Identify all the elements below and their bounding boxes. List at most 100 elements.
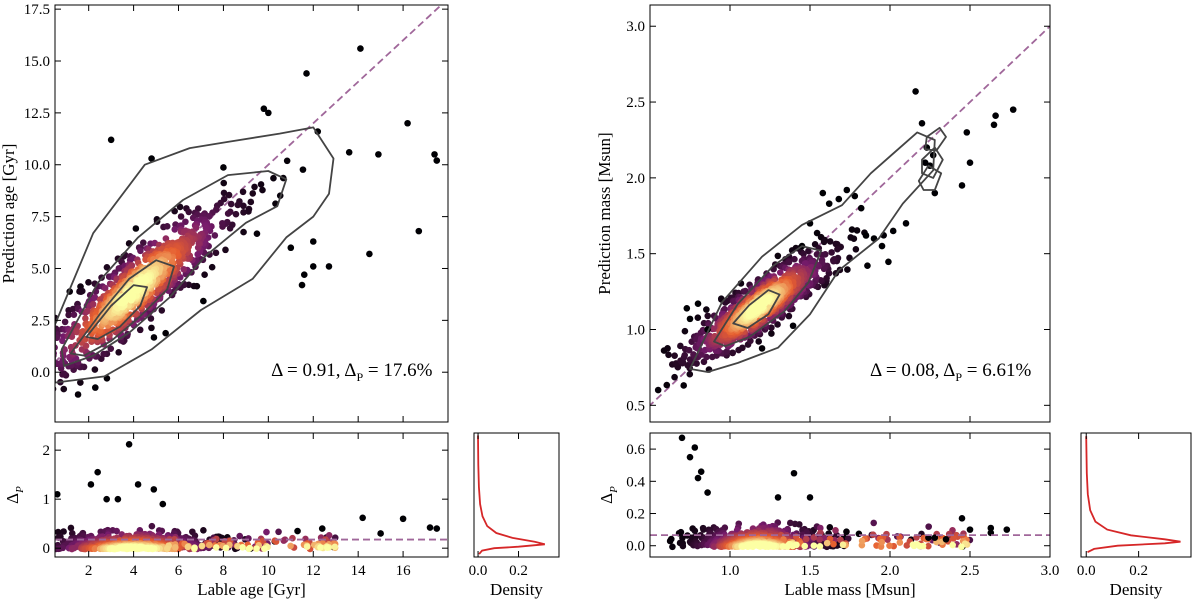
mass-main-point (729, 349, 736, 357)
mass-residual-outlier-point (790, 469, 798, 477)
mass-main-point (681, 351, 689, 359)
age-main-ytick-label: 10.0 (24, 158, 50, 174)
age-main-point (48, 340, 55, 347)
age-main-point (100, 350, 107, 358)
age-residual-frame (54, 432, 449, 558)
mass-main-point (698, 351, 705, 358)
mass-main-point (774, 252, 782, 260)
age-main-ytick-label: 0.0 (31, 365, 50, 381)
age-residual-outlier-point (125, 440, 133, 448)
age-residual-point (317, 544, 324, 551)
age-residual-point (37, 533, 44, 540)
mass-residual-point (870, 519, 878, 527)
mass-main-point (834, 245, 841, 253)
age-residual-ylabel: ΔP (3, 486, 26, 504)
mass-residual-ytick-label: 0.6 (626, 442, 645, 458)
age-main-point (251, 183, 258, 191)
age-main-point (163, 223, 171, 230)
age-main-point (234, 201, 242, 209)
mass-residual-xtick-label: 2.5 (961, 563, 980, 579)
mass-residual-point (950, 535, 957, 542)
age-residual-point (144, 545, 152, 553)
mass-main-point (830, 256, 837, 264)
mass-residual-point (909, 541, 917, 549)
age-residual-point (198, 542, 206, 550)
mass-residual-point (786, 519, 794, 527)
age-residual-xtick-label: 10 (261, 563, 276, 579)
mass-residual-point (830, 540, 837, 548)
mass-main-point (704, 312, 712, 320)
age-main-point (23, 343, 30, 350)
mass-residual-outlier-point (958, 515, 966, 522)
mass-main-annotation: Δ = 0.08, ΔP = 6.61% (870, 360, 1031, 384)
age-main-point (176, 203, 184, 211)
age-residual-point (5, 543, 12, 550)
age-residual-point (331, 543, 339, 551)
age-residual-point (133, 545, 141, 553)
mass-main-outlier-point (694, 300, 702, 308)
age-main-point (190, 282, 198, 290)
mass-residual-point (823, 539, 831, 547)
age-main-point (25, 395, 32, 402)
age-main-point (70, 311, 78, 318)
mass-main-point (758, 345, 766, 352)
age-main-point (59, 337, 66, 345)
age-main-panel (23, 5, 443, 408)
age-residual-outlier-point (159, 500, 167, 508)
age-main-outlier-point (404, 119, 411, 127)
mass-residual-ytick-label: 0.4 (626, 474, 645, 490)
age-residual-ytick-label: 0 (43, 541, 51, 557)
age-main-point (77, 379, 84, 386)
age-residual-panel (5, 440, 448, 553)
age-main-outlier-point (325, 263, 333, 270)
mass-residual-ytick-label: 0.0 (626, 539, 645, 555)
age-main-point (91, 384, 99, 391)
mass-main-point (664, 345, 671, 352)
age-main-point (208, 263, 216, 271)
age-main-point (206, 212, 213, 220)
age-main-point (55, 334, 61, 342)
age-residual-xtick-label: 6 (175, 563, 183, 579)
mass-residual-point (817, 524, 824, 532)
age-density-frame (473, 432, 560, 558)
age-main-ytick-label: 5.0 (31, 261, 50, 277)
age-residual-xlabel: Lable age [Gyr] (197, 580, 306, 599)
age-main-point (180, 265, 188, 273)
mass-main-outlier-point (963, 129, 971, 136)
age-residual-point (68, 530, 76, 537)
age-main-point (89, 300, 97, 308)
mass-residual-point (958, 543, 965, 551)
mass-residual-outlier-point (931, 534, 939, 541)
age-residual-point (323, 544, 331, 551)
mass-main-outlier-point (958, 182, 966, 189)
age-main-annotation: Δ = 0.91, ΔP = 17.6% (271, 360, 432, 384)
mass-main-point (885, 258, 892, 266)
age-main-point (239, 188, 247, 196)
mass-density-xtick-label: 0.2 (1129, 563, 1148, 579)
age-residual-point (123, 545, 131, 553)
age-main-ylabel: Prediction age [Gyr] (0, 144, 18, 284)
age-main-point (45, 352, 52, 359)
age-residual-xtick-label: 16 (396, 563, 412, 579)
mass-residual-point (832, 527, 839, 534)
mass-residual-outlier-point (987, 524, 995, 532)
mass-density-panel (1085, 436, 1181, 554)
age-main-outlier-point (433, 157, 441, 164)
age-main-point (74, 391, 82, 398)
age-main-point (36, 401, 43, 408)
mass-main-contour-4 (921, 146, 944, 179)
mass-main-outlier-point (966, 159, 974, 167)
age-residual-point (222, 544, 230, 552)
age-main-point (55, 350, 57, 357)
mass-density-xtick-label: 0.0 (1077, 563, 1096, 579)
mass-residual-point (679, 542, 687, 550)
mass-residual-point (669, 543, 676, 551)
mass-residual-outlier-point (686, 453, 694, 461)
mass-main-point (776, 269, 784, 276)
age-residual-point (275, 528, 282, 536)
age-residual-outlier-point (55, 490, 61, 498)
mass-residual-point (802, 535, 810, 543)
mass-residual-outlier-point (704, 489, 711, 496)
age-residual-point (172, 544, 179, 551)
mass-residual-xtick-label: 1.0 (721, 563, 740, 579)
